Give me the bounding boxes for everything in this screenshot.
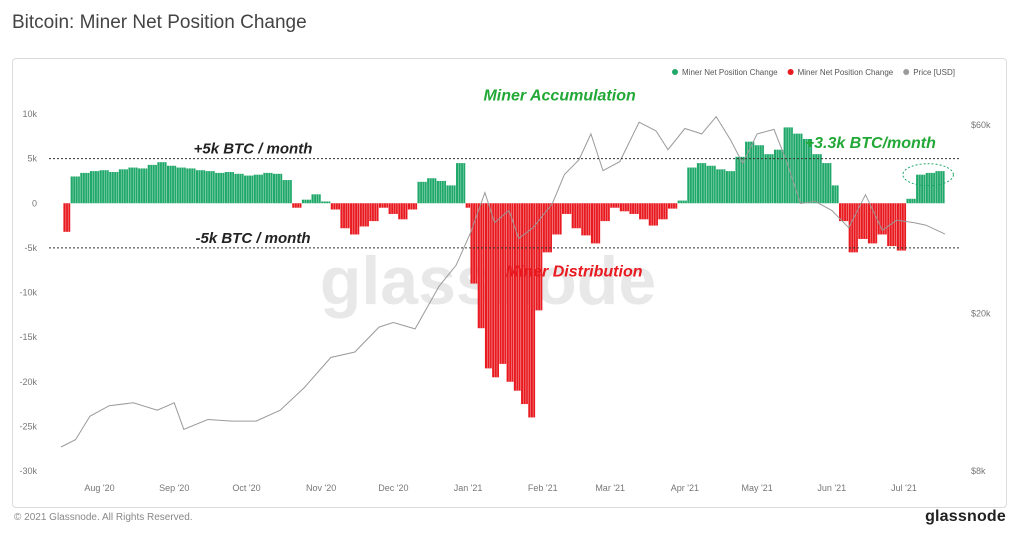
reference-lines: +5k BTC / month -5k BTC / month — [49, 141, 961, 249]
x-tick-label: Apr '21 — [671, 483, 699, 493]
bar — [513, 203, 521, 391]
x-tick-label: Dec '20 — [378, 483, 408, 493]
x-tick-label: Feb '21 — [528, 483, 558, 493]
bar — [528, 203, 536, 418]
x-tick-label: Jul '21 — [891, 483, 917, 493]
x-tick-label: Sep '20 — [159, 483, 189, 493]
legend-marker — [787, 69, 794, 75]
y-tick-label: 10k — [22, 109, 37, 119]
x-axis: Aug '20 Sep '20 Oct '20 Nov '20 Dec '20 Jan '… — [84, 483, 917, 493]
bar — [499, 203, 507, 364]
x-tick-label: Mar '21 — [595, 483, 625, 493]
price-line — [60, 115, 946, 448]
bar — [506, 203, 514, 382]
annotations: Miner Accumulation Miner Distribution +3.3… — [483, 88, 936, 281]
y-tick-label: -10k — [19, 288, 37, 298]
y-right-tick-label: $60k — [971, 120, 991, 130]
x-tick-label: May '21 — [742, 483, 773, 493]
copyright-text: © 2021 Glassnode. All Rights Reserved. — [14, 512, 193, 523]
reference-line-label: +5k BTC / month — [194, 141, 313, 158]
highlight-ellipse — [902, 163, 954, 187]
x-tick-label: Oct '20 — [232, 483, 260, 493]
legend-label: Miner Net Position Change — [682, 68, 778, 77]
legend-label: Price [USD] — [913, 68, 955, 77]
bar — [470, 203, 478, 284]
highlight-ellipse-shape — [902, 163, 954, 187]
legend-label: Miner Net Position Change — [798, 68, 894, 77]
y-tick-label: 5k — [27, 154, 37, 164]
y-axis-left: 10k 5k 0 -5k -10k -15k -20k -25k -30k — [19, 109, 37, 476]
x-tick-label: Nov '20 — [306, 483, 336, 493]
bar — [831, 185, 839, 204]
y-right-tick-label: $20k — [971, 309, 991, 319]
annotation-text: +3.3k BTC/month — [805, 135, 936, 152]
y-tick-label: -5k — [24, 243, 37, 253]
bar — [477, 203, 485, 329]
chart-panel: glassnode Miner Net Position ChangeMiner… — [12, 58, 1007, 508]
brand-logo: glassnode — [925, 508, 1006, 525]
legend-marker — [903, 69, 910, 75]
bar — [535, 203, 543, 311]
y-axis-right: $60k $20k $8k — [971, 120, 991, 476]
chart-svg: glassnode Miner Net Position ChangeMiner… — [19, 68, 991, 493]
chart-legend: Miner Net Position Change Miner Net Posit… — [672, 68, 955, 77]
bar — [521, 203, 528, 405]
bar-series — [63, 127, 945, 418]
y-tick-label: -30k — [19, 466, 37, 476]
legend-marker — [672, 69, 678, 75]
page-title: Bitcoin: Miner Net Position Change — [12, 12, 307, 33]
bar — [492, 203, 499, 378]
annotation-text: Miner Distribution — [506, 263, 643, 280]
y-tick-label: -15k — [19, 332, 37, 342]
y-right-tick-label: $8k — [971, 466, 986, 476]
annotation-text: Miner Accumulation — [483, 88, 636, 105]
x-tick-label: Jun '21 — [817, 483, 846, 493]
y-tick-label: -25k — [19, 421, 37, 431]
x-tick-label: Aug '20 — [84, 483, 114, 493]
y-tick-label: -20k — [19, 377, 37, 387]
y-tick-label: 0 — [32, 198, 37, 208]
x-tick-label: Jan '21 — [454, 483, 483, 493]
reference-line-label: -5k BTC / month — [196, 230, 311, 247]
bar — [484, 203, 492, 369]
bar — [63, 203, 71, 232]
